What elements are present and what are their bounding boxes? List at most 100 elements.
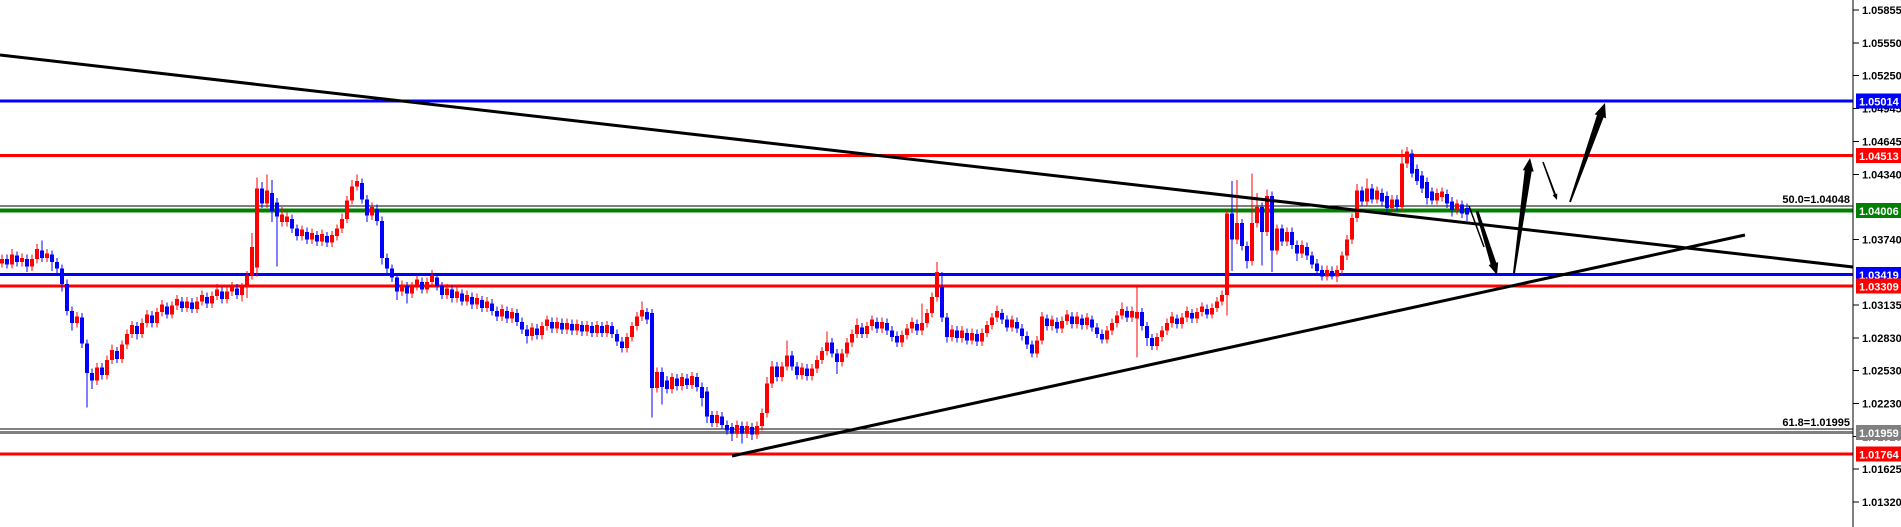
- descending-trendline[interactable]: [0, 53, 1854, 269]
- candle: [615, 329, 619, 346]
- candle: [1195, 307, 1199, 323]
- candle: [940, 272, 944, 322]
- candle: [275, 198, 279, 267]
- price-badge: 1.04006: [1856, 203, 1901, 219]
- candle: [130, 320, 134, 339]
- candle-body: [855, 325, 859, 334]
- thin-line-from-last-candle[interactable]: [1468, 205, 1485, 248]
- candle-body: [275, 202, 279, 217]
- candle: [1010, 315, 1014, 332]
- candle-body: [185, 301, 189, 308]
- candle-body: [570, 324, 574, 331]
- candle: [670, 372, 674, 394]
- candle: [720, 411, 724, 430]
- candle: [995, 305, 999, 322]
- candle-body: [50, 254, 54, 263]
- axis-tick-label: 1.01625: [1862, 464, 1901, 476]
- candle-body: [270, 192, 274, 212]
- candle-body: [1330, 270, 1334, 277]
- candle-body: [1085, 317, 1089, 326]
- candle-body: [1015, 321, 1019, 329]
- candle-body: [1290, 231, 1294, 245]
- candle-body: [790, 355, 794, 367]
- candle: [585, 320, 589, 337]
- candle: [905, 324, 909, 340]
- candle: [265, 174, 269, 208]
- axis-tick-label: 1.03740: [1862, 234, 1901, 246]
- candle-body: [45, 253, 49, 258]
- candle: [395, 273, 399, 301]
- candle: [1245, 241, 1249, 269]
- candle: [655, 367, 659, 393]
- candle-body: [480, 300, 484, 308]
- candle-body: [540, 326, 544, 335]
- down-arrow-to-support[interactable]: [1475, 210, 1499, 275]
- candle: [35, 243, 39, 264]
- candle-body: [925, 313, 929, 323]
- candle: [430, 269, 434, 287]
- candle-body: [965, 332, 969, 341]
- candle: [845, 338, 849, 358]
- candle: [450, 285, 454, 303]
- candle-body: [1285, 231, 1289, 242]
- candle-body: [980, 332, 984, 342]
- candle: [970, 328, 974, 345]
- candle-body: [295, 228, 299, 237]
- candle: [280, 206, 284, 227]
- candle-body: [935, 272, 939, 297]
- candle: [1070, 312, 1074, 329]
- up-arrow-to-target[interactable]: [1569, 103, 1606, 203]
- candle: [305, 227, 309, 244]
- candle: [645, 307, 649, 325]
- candle-body: [685, 378, 689, 385]
- candle: [340, 213, 344, 233]
- candle: [1145, 321, 1149, 346]
- candle: [1265, 189, 1269, 237]
- candle-body: [610, 326, 614, 334]
- candle-body: [835, 353, 839, 363]
- candle: [710, 410, 714, 428]
- candle: [1065, 309, 1069, 326]
- candle-body: [755, 426, 759, 435]
- candle: [515, 308, 519, 327]
- candle: [510, 307, 514, 323]
- candle: [250, 232, 254, 280]
- candle-body: [1465, 207, 1469, 215]
- candle: [695, 372, 699, 392]
- candle-body: [690, 376, 694, 385]
- candle: [900, 330, 904, 347]
- candle-body: [450, 289, 454, 299]
- candle-body: [825, 342, 829, 352]
- candle-body: [960, 330, 964, 339]
- candle-body: [240, 287, 244, 295]
- candle: [100, 363, 104, 380]
- candle-body: [890, 330, 894, 338]
- candle: [1205, 304, 1209, 319]
- candle: [50, 250, 54, 271]
- candle: [540, 321, 544, 340]
- candle: [330, 230, 334, 248]
- candle-body: [915, 324, 919, 331]
- candle: [1385, 191, 1389, 213]
- candle-body: [940, 287, 944, 318]
- candle-body: [1030, 344, 1034, 354]
- price-badge-bg: [1856, 446, 1901, 462]
- up-arrow-to-resistance[interactable]: [1513, 158, 1534, 274]
- candle: [1125, 306, 1129, 322]
- candle-body: [865, 326, 869, 334]
- candle: [680, 372, 684, 391]
- price-badge: 1.01959: [1856, 425, 1901, 441]
- thin-down-arrow-to-fib[interactable]: [1542, 161, 1558, 200]
- candle-body: [870, 319, 874, 327]
- candle: [885, 318, 889, 335]
- candle: [1200, 302, 1204, 317]
- candle-body: [0, 258, 4, 264]
- candle: [895, 331, 899, 347]
- ascending-trendline[interactable]: [731, 233, 1746, 458]
- candle-body: [1350, 217, 1354, 240]
- candle-body: [200, 294, 204, 302]
- candle: [405, 281, 409, 304]
- candle: [1355, 184, 1359, 223]
- candle-body: [705, 391, 709, 417]
